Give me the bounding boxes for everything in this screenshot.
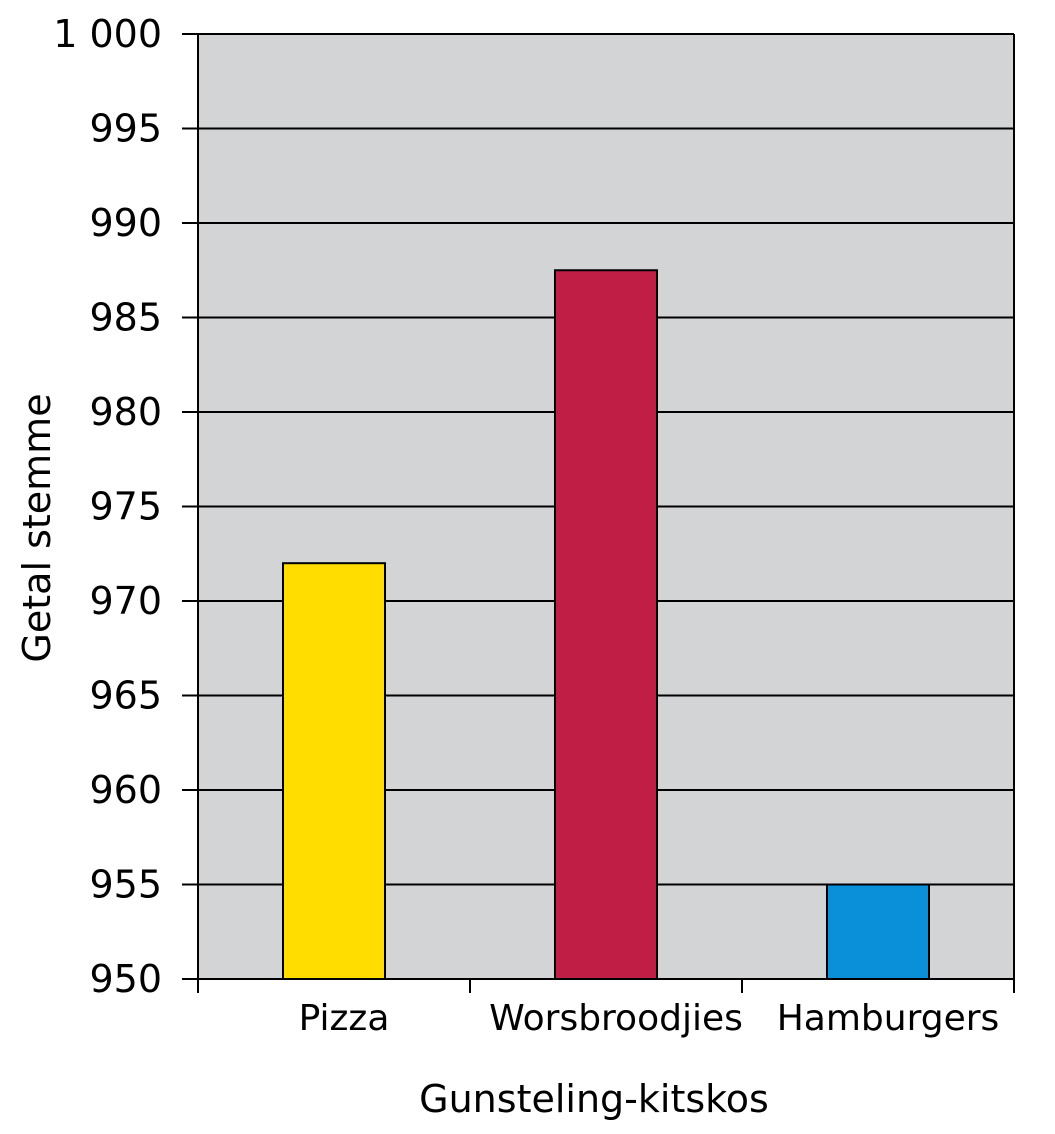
- y-tick-label: 995: [89, 107, 162, 151]
- y-axis-title: Getal stemme: [15, 393, 59, 662]
- x-axis-title: Gunsteling-kitskos: [419, 1077, 769, 1121]
- x-axis-ticks: Pizza Worsbroodjies Hamburgers: [197, 979, 1015, 1039]
- x-tick-label: Worsbroodjies: [489, 998, 743, 1039]
- y-tick-label: 985: [89, 296, 162, 340]
- y-tick-label: 975: [89, 485, 162, 529]
- y-tick-label: 1 000: [53, 12, 162, 56]
- x-tick-label: Hamburgers: [777, 998, 1000, 1039]
- bars: [282, 269, 930, 980]
- y-tick-label: 950: [89, 957, 162, 1001]
- y-tick-label: 990: [89, 201, 162, 245]
- y-axis-ticks: 950 955 960 965 970 975 980 985 990 995 1 000: [53, 12, 198, 1001]
- y-tick-label: 980: [89, 390, 162, 434]
- y-tick-label: 970: [89, 579, 162, 623]
- bar-pizza: [282, 562, 386, 980]
- y-tick-label: 960: [89, 768, 162, 812]
- y-tick-label: 965: [89, 674, 162, 718]
- bar-hamburgers: [826, 883, 930, 980]
- bar-worsbroodjies: [554, 269, 658, 980]
- x-tick-label: Pizza: [299, 998, 390, 1039]
- y-tick-label: 955: [89, 863, 162, 907]
